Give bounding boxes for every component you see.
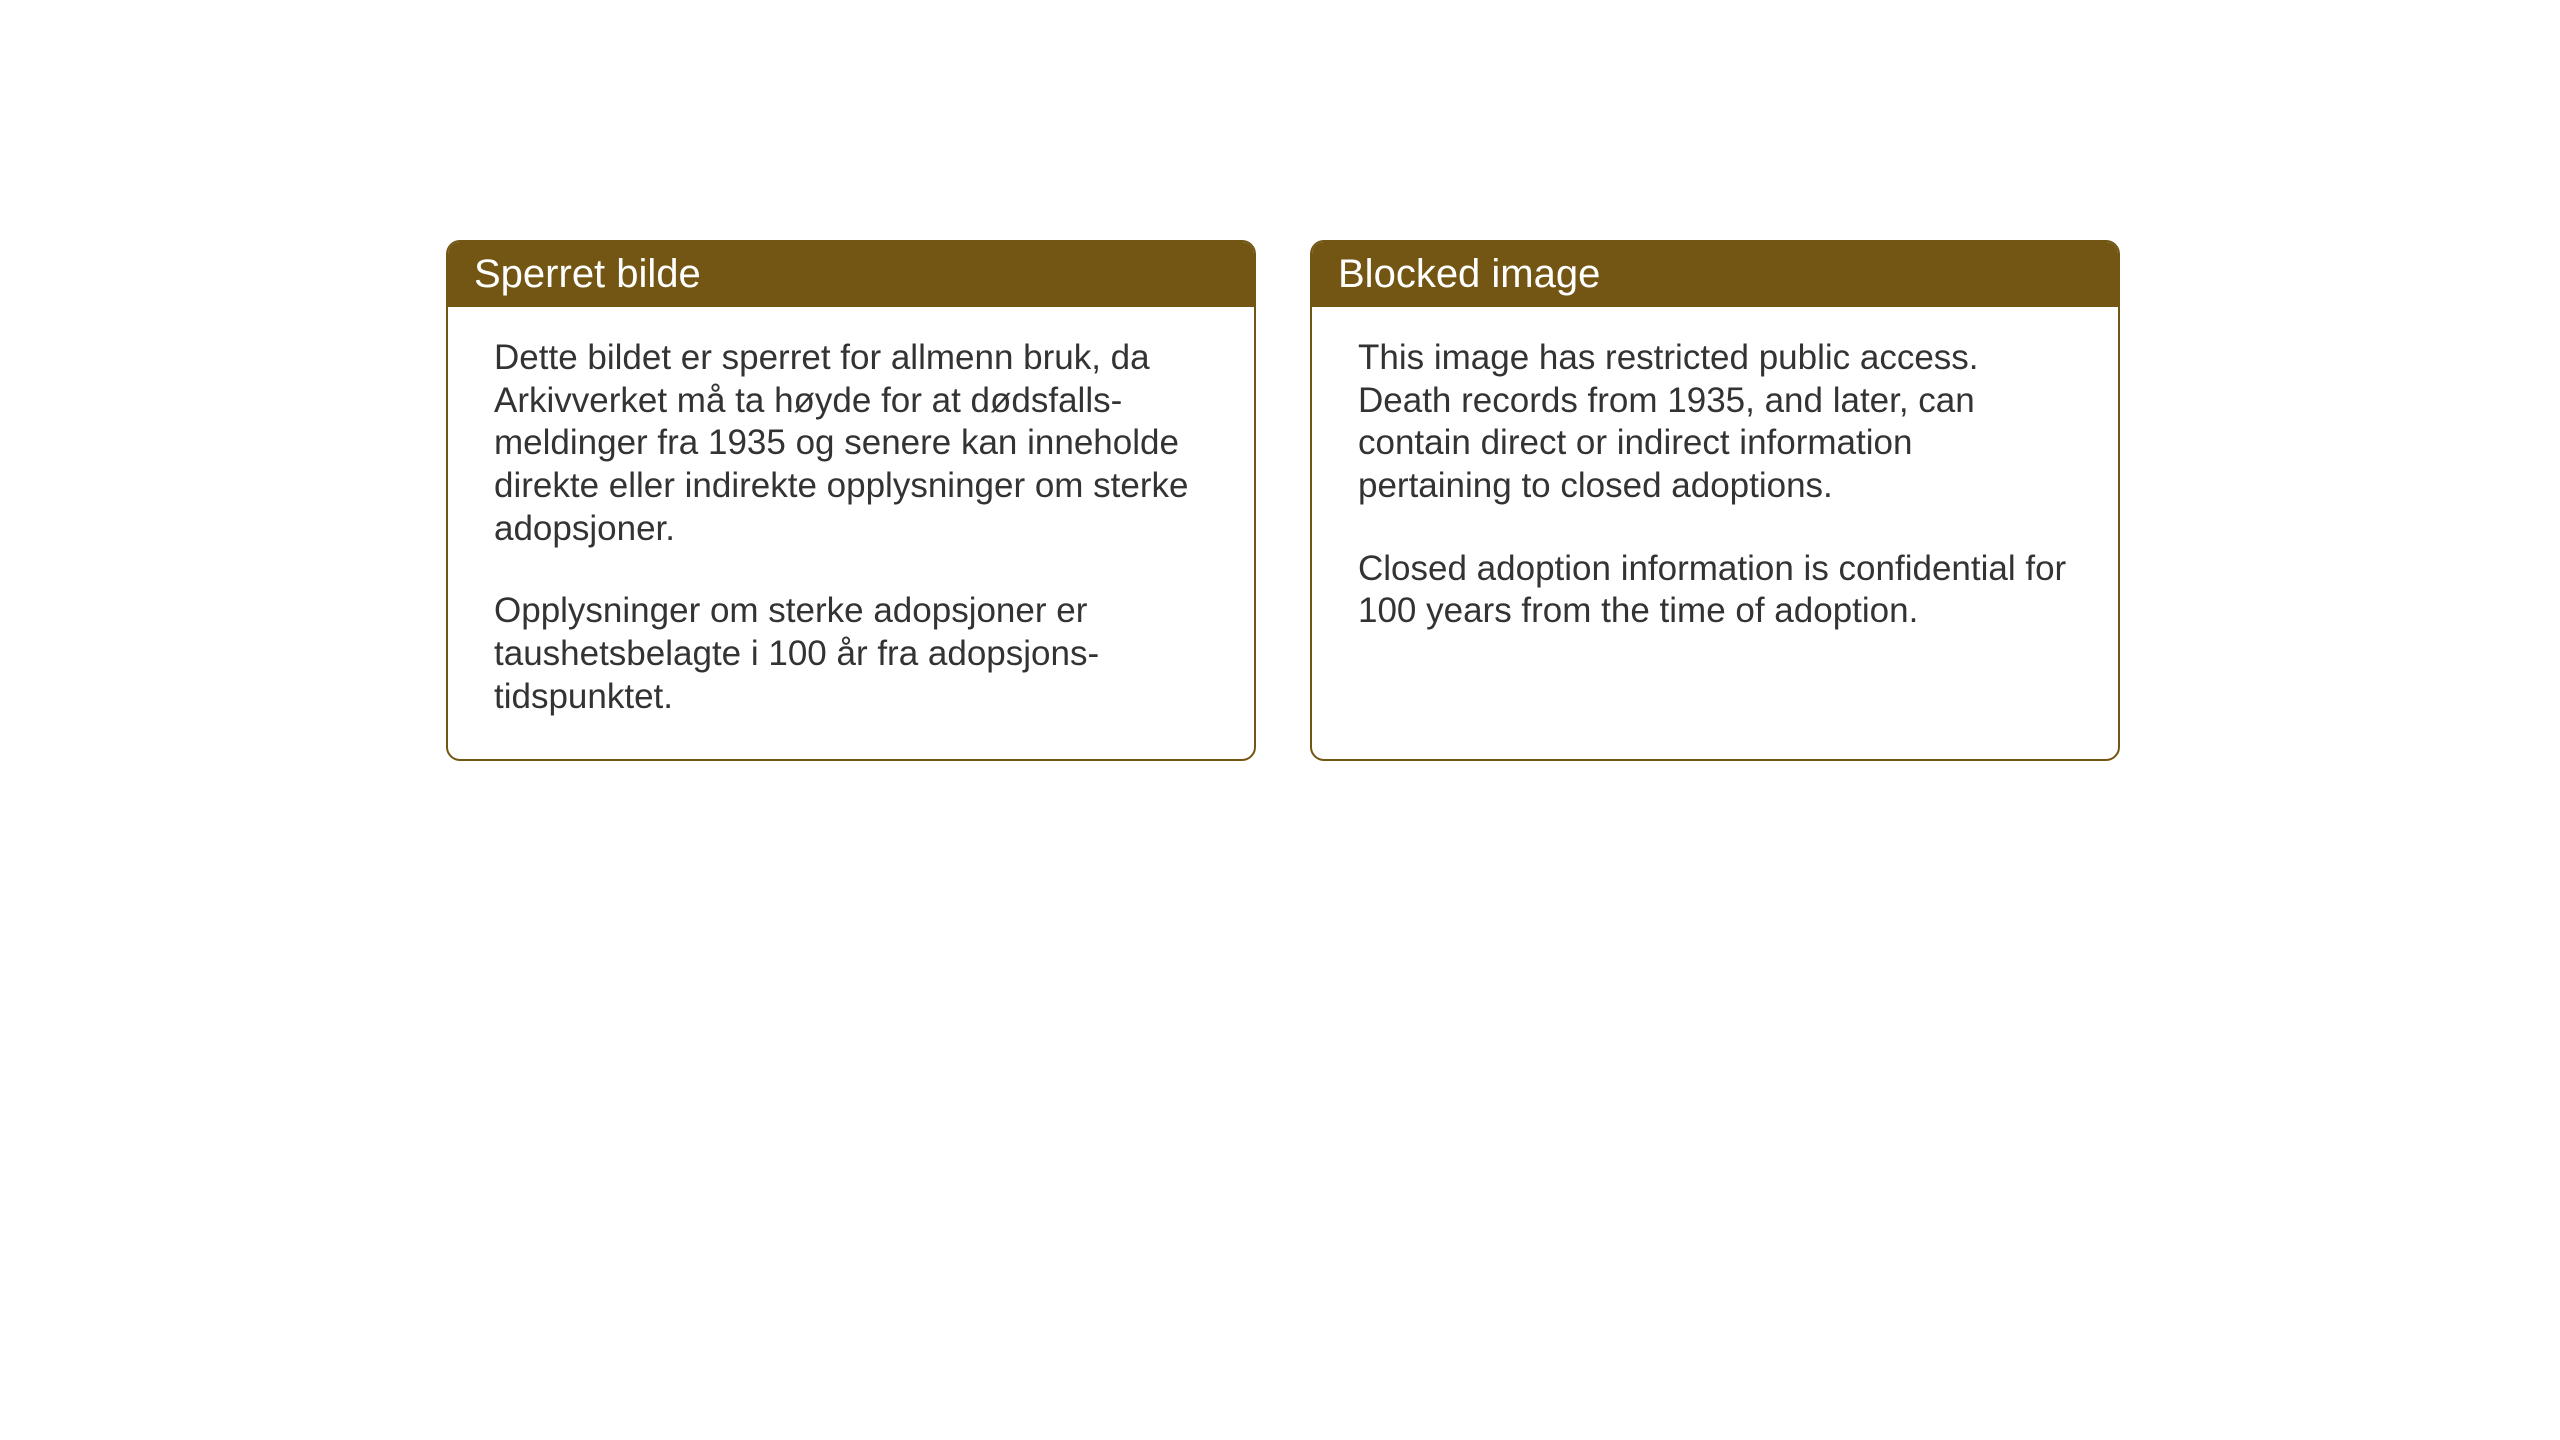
cards-container: Sperret bilde Dette bildet er sperret fo… — [446, 240, 2120, 761]
card-english-title: Blocked image — [1338, 252, 1600, 296]
card-norwegian-body: Dette bildet er sperret for allmenn bruk… — [448, 307, 1254, 759]
card-english-header: Blocked image — [1312, 242, 2118, 307]
card-norwegian-title: Sperret bilde — [474, 252, 701, 296]
card-english-paragraph-1: This image has restricted public access.… — [1358, 337, 2072, 508]
card-norwegian-paragraph-1: Dette bildet er sperret for allmenn bruk… — [494, 337, 1208, 550]
card-english-body: This image has restricted public access.… — [1312, 307, 2118, 673]
card-english-paragraph-2: Closed adoption information is confident… — [1358, 548, 2072, 633]
card-norwegian: Sperret bilde Dette bildet er sperret fo… — [446, 240, 1256, 761]
card-norwegian-header: Sperret bilde — [448, 242, 1254, 307]
card-norwegian-paragraph-2: Opplysninger om sterke adopsjoner er tau… — [494, 590, 1208, 718]
card-english: Blocked image This image has restricted … — [1310, 240, 2120, 761]
